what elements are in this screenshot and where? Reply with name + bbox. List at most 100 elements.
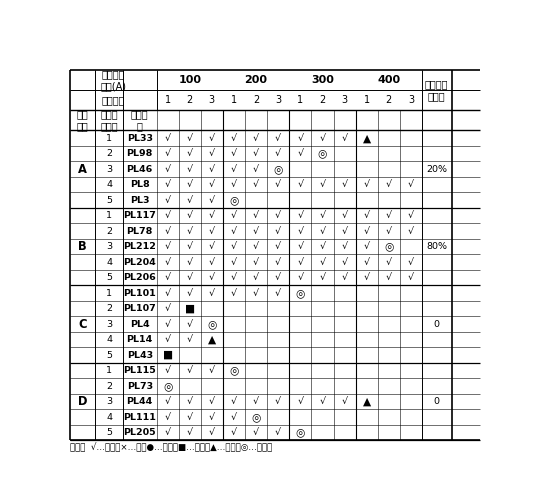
Text: √: √ [187, 258, 193, 267]
Text: √: √ [209, 227, 215, 236]
Text: √: √ [187, 319, 193, 328]
Text: ◎: ◎ [384, 241, 394, 252]
Text: 2: 2 [186, 95, 193, 105]
Text: √: √ [275, 211, 281, 220]
Text: √: √ [187, 273, 193, 282]
Text: √: √ [319, 273, 325, 282]
Text: √: √ [231, 428, 237, 437]
Text: √: √ [209, 366, 215, 375]
Text: PL14: PL14 [127, 335, 153, 344]
Text: √: √ [164, 412, 170, 422]
Text: √: √ [253, 134, 259, 143]
Text: 5: 5 [106, 428, 112, 437]
Text: PL46: PL46 [127, 164, 153, 174]
Text: ■: ■ [185, 304, 195, 314]
Text: ■: ■ [162, 350, 172, 360]
Text: ◎: ◎ [318, 149, 327, 159]
Text: √: √ [209, 211, 215, 220]
Text: 方波电流
幅值(A): 方波电流 幅值(A) [100, 69, 126, 91]
Text: ▲: ▲ [363, 133, 371, 143]
Text: √: √ [275, 227, 281, 236]
Text: √: √ [231, 289, 237, 298]
Text: √: √ [253, 211, 259, 220]
Text: 方波次数: 方波次数 [101, 95, 125, 105]
Text: ▲: ▲ [208, 334, 216, 345]
Text: √: √ [164, 335, 170, 344]
Text: 5: 5 [106, 351, 112, 360]
Text: 配方
编号: 配方 编号 [77, 110, 89, 131]
Text: √: √ [342, 227, 348, 236]
Text: 0: 0 [434, 319, 440, 328]
Text: √: √ [253, 289, 259, 298]
Text: √: √ [164, 428, 170, 437]
Text: 4: 4 [106, 412, 112, 422]
Text: 备注：  √…通过；×…否；●…破裂；■…裂纹；▲…闪络；◎…穿孔。: 备注： √…通过；×…否；●…破裂；■…裂纹；▲…闪络；◎…穿孔。 [70, 444, 272, 453]
Text: √: √ [231, 227, 237, 236]
Text: PL115: PL115 [123, 366, 156, 375]
Text: 1: 1 [106, 289, 112, 298]
Text: √: √ [319, 258, 325, 267]
Text: √: √ [342, 242, 348, 251]
Text: √: √ [342, 211, 348, 220]
Text: ◎: ◎ [296, 428, 305, 438]
Text: PL73: PL73 [127, 382, 153, 391]
Text: √: √ [231, 242, 237, 251]
Text: 1: 1 [164, 95, 171, 105]
Text: √: √ [209, 412, 215, 422]
Text: D: D [78, 395, 88, 408]
Text: 2: 2 [319, 95, 326, 105]
Text: ◎: ◎ [252, 412, 261, 422]
Text: √: √ [386, 180, 392, 189]
Text: √: √ [164, 149, 170, 158]
Text: 2: 2 [106, 304, 112, 313]
Text: 1: 1 [231, 95, 237, 105]
Text: ◎: ◎ [296, 288, 305, 298]
Text: √: √ [187, 366, 193, 375]
Text: PL78: PL78 [127, 227, 153, 236]
Text: √: √ [386, 273, 392, 282]
Text: PL212: PL212 [123, 242, 156, 251]
Text: √: √ [297, 149, 303, 158]
Text: √: √ [408, 227, 414, 236]
Text: √: √ [187, 196, 193, 205]
Text: √: √ [275, 289, 281, 298]
Text: √: √ [275, 180, 281, 189]
Text: √: √ [342, 258, 348, 267]
Text: PL3: PL3 [130, 196, 150, 205]
Text: ◎: ◎ [163, 381, 172, 391]
Text: 100: 100 [178, 75, 201, 85]
Text: √: √ [187, 227, 193, 236]
Text: √: √ [209, 164, 215, 174]
Text: 5: 5 [106, 273, 112, 282]
Text: √: √ [187, 335, 193, 344]
Text: √: √ [297, 258, 303, 267]
Text: √: √ [275, 134, 281, 143]
Text: √: √ [187, 180, 193, 189]
Text: √: √ [297, 273, 303, 282]
Text: √: √ [231, 211, 237, 220]
Text: 1: 1 [106, 211, 112, 220]
Text: √: √ [209, 289, 215, 298]
Text: √: √ [364, 258, 370, 267]
Text: √: √ [275, 242, 281, 251]
Text: 2: 2 [106, 149, 112, 158]
Text: 2: 2 [386, 95, 392, 105]
Text: PL4: PL4 [130, 319, 150, 328]
Text: √: √ [319, 134, 325, 143]
Text: √: √ [209, 149, 215, 158]
Text: √: √ [253, 242, 259, 251]
Text: √: √ [253, 397, 259, 406]
Text: 3: 3 [106, 397, 112, 406]
Text: √: √ [187, 412, 193, 422]
Text: 0: 0 [434, 397, 440, 406]
Text: √: √ [253, 258, 259, 267]
Text: √: √ [187, 242, 193, 251]
Text: √: √ [319, 211, 325, 220]
Text: √: √ [209, 273, 215, 282]
Text: C: C [78, 317, 87, 330]
Text: √: √ [231, 258, 237, 267]
Text: √: √ [253, 149, 259, 158]
Text: 2: 2 [253, 95, 259, 105]
Text: A: A [78, 162, 87, 176]
Text: √: √ [297, 134, 303, 143]
